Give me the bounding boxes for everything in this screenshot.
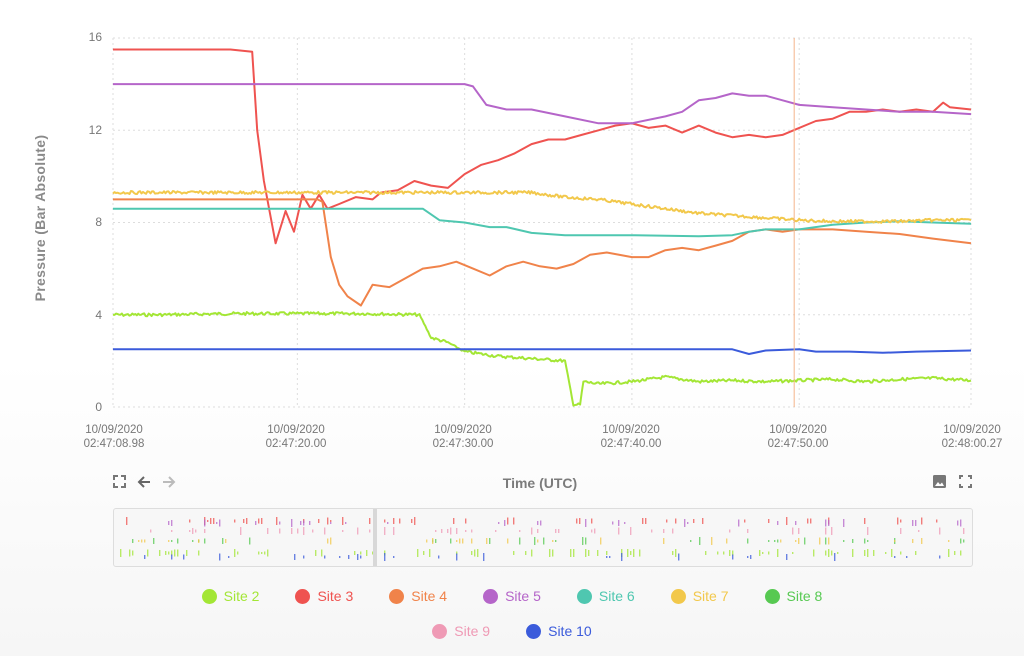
x-tick-date: 10/09/2020 <box>769 424 827 436</box>
legend-label: Site 4 <box>411 588 448 604</box>
legend-item-site-10[interactable]: Site 10 <box>526 623 592 639</box>
x-tick-time: 02:48:00.27 <box>941 438 1003 450</box>
series-line-site-6[interactable] <box>113 207 972 238</box>
legend-dot-icon <box>576 588 592 604</box>
series-line-site-4[interactable] <box>113 198 972 307</box>
legend-label: Site 2 <box>223 588 260 604</box>
x-tick-date: 10/09/2020 <box>85 424 143 436</box>
x-tick-time: 02:47:08.98 <box>83 438 145 450</box>
x-tick-date: 10/09/2020 <box>434 424 492 436</box>
legend-label: Site 6 <box>598 588 635 604</box>
x-tick-date: 10/09/2020 <box>267 424 325 436</box>
navigator-sparkline <box>120 511 965 564</box>
range-handle[interactable] <box>373 509 377 566</box>
arrow-left-icon[interactable] <box>137 475 151 489</box>
legend-dot-icon <box>764 588 780 604</box>
y-tick-16: 16 <box>88 30 102 44</box>
legend-row-1: Site 2 Site 3 Site 4 Site 5 Site 6 Site 7 Site… <box>0 588 1024 604</box>
legend-dot-icon <box>526 623 542 639</box>
legend-item-site-2[interactable]: Site 2 <box>201 588 260 604</box>
arrow-right-icon[interactable] <box>162 475 176 489</box>
legend-label: Site 8 <box>786 588 823 604</box>
legend-row-2: Site 9 Site 10 <box>0 623 1024 639</box>
legend-label: Site 7 <box>692 588 729 604</box>
legend-label: Site 3 <box>317 588 354 604</box>
x-tick-time: 02:47:40.00 <box>600 438 662 450</box>
plot-area[interactable] <box>0 0 1024 470</box>
series-line-site-5[interactable] <box>113 83 972 125</box>
legend-item-site-5[interactable]: Site 5 <box>483 588 541 604</box>
legend-dot-icon <box>432 623 448 639</box>
x-tick: 10/09/2020 02:47:20.00 <box>236 423 356 451</box>
legend-item-site-3[interactable]: Site 3 <box>295 588 353 604</box>
legend-dot-icon <box>670 588 686 604</box>
legend-label: Site 10 <box>548 623 592 639</box>
legend-item-site-8[interactable]: Site 8 <box>764 588 823 604</box>
x-tick-time: 02:47:20.00 <box>265 438 327 450</box>
legend-item-site-4[interactable]: Site 4 <box>389 588 447 604</box>
y-tick-8: 8 <box>95 215 102 229</box>
y-tick-0: 0 <box>95 400 102 414</box>
series-line-site-3[interactable] <box>113 48 972 245</box>
y-tick-12: 12 <box>88 123 102 137</box>
x-tick: 10/09/2020 02:47:50.00 <box>738 423 858 451</box>
series-line-site-10[interactable] <box>113 348 972 355</box>
x-axis-label: Time (UTC) <box>502 475 578 491</box>
x-tick: 10/09/2020 02:47:40.00 <box>571 423 691 451</box>
y-tick-4: 4 <box>95 308 102 322</box>
legend-label: Site 9 <box>454 623 491 639</box>
legend-item-site-6[interactable]: Site 6 <box>576 588 635 604</box>
legend-dot-icon <box>295 588 311 604</box>
series-line-site-2[interactable] <box>112 311 972 407</box>
image-icon[interactable] <box>932 475 946 489</box>
legend-dot-icon <box>389 588 405 604</box>
fullscreen-icon[interactable] <box>958 475 972 489</box>
legend-label: Site 5 <box>505 588 541 604</box>
x-tick-date: 10/09/2020 <box>943 424 1001 436</box>
legend-item-site-9[interactable]: Site 9 <box>432 623 490 639</box>
x-tick-time: 02:47:30.00 <box>432 438 494 450</box>
legend-dot-icon <box>483 588 499 604</box>
series-line-site-7[interactable] <box>112 190 972 224</box>
x-tick: 10/09/2020 02:47:08.98 <box>54 423 174 451</box>
x-tick: 10/09/2020 02:48:00.27 <box>912 423 1024 451</box>
x-tick: 10/09/2020 02:47:30.00 <box>403 423 523 451</box>
legend-item-site-7[interactable]: Site 7 <box>670 588 729 604</box>
x-tick-time: 02:47:50.00 <box>767 438 829 450</box>
fit-screen-icon[interactable] <box>112 475 126 489</box>
legend-dot-icon <box>201 588 217 604</box>
range-navigator[interactable] <box>113 508 973 567</box>
x-tick-date: 10/09/2020 <box>602 424 660 436</box>
